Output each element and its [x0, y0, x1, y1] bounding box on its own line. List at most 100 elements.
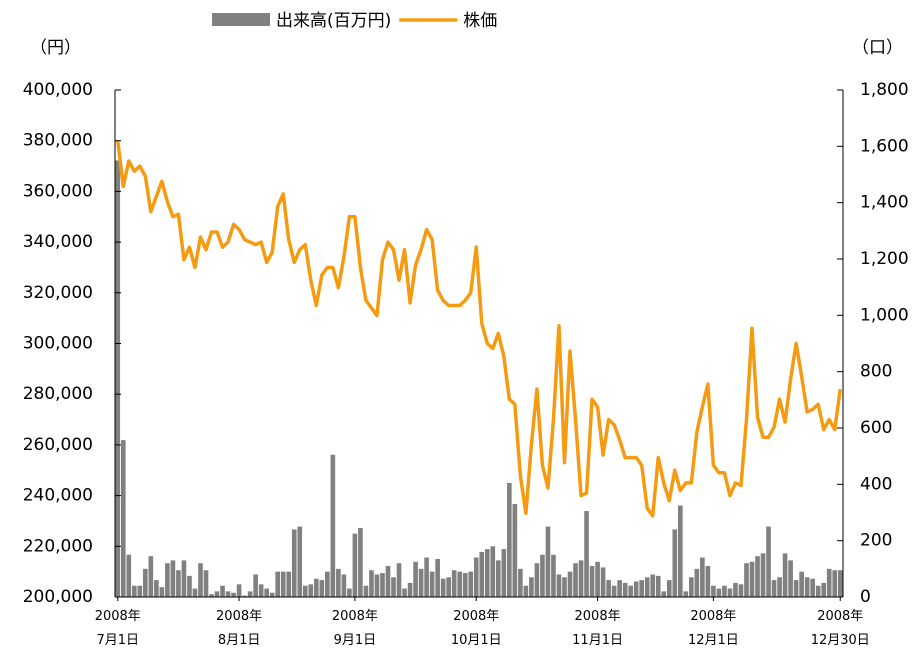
volume-bar [722, 585, 727, 597]
volume-bar [115, 160, 121, 597]
volume-bar [782, 553, 788, 597]
volume-bar [440, 578, 446, 597]
volume-bar [501, 549, 507, 597]
volume-bar [275, 571, 281, 597]
y2-axis-label: （口） [852, 38, 903, 58]
y2-tick-label: 800 [860, 362, 892, 382]
x-tick-label-line: 2008年 [453, 609, 499, 624]
volume-bar [385, 566, 391, 597]
x-tick-label-line: 2008年 [216, 609, 262, 624]
y-tick-label: 360,000 [23, 181, 93, 201]
x-tick-label: 2008年 12月1日 [688, 609, 739, 648]
volume-bar [413, 561, 418, 597]
x-tick-label: 2008年 8月1日 [216, 609, 262, 648]
volume-bar [341, 574, 347, 597]
volume-bar [264, 588, 269, 597]
volume-bar [479, 551, 485, 597]
x-tick-label: 2008年 9月1日 [332, 609, 378, 648]
volume-bar [253, 574, 258, 597]
volume-bar [131, 585, 137, 597]
volume-bar [391, 577, 396, 597]
volume-bar [512, 504, 518, 597]
volume-bar [352, 533, 358, 597]
price-line [116, 140, 842, 518]
y-tick-label: 380,000 [23, 131, 93, 151]
volume-bar [407, 582, 413, 597]
legend-label: 株価 [463, 11, 497, 31]
x-tick-label: 2008年 12月30日 [811, 609, 870, 648]
y2-tick-label: 1,000 [860, 305, 909, 325]
volume-bar [606, 580, 611, 597]
volume-bar [755, 556, 760, 597]
volume-bar [804, 577, 810, 597]
volume-bar [258, 584, 264, 597]
volume-bar [584, 511, 589, 597]
x-tick-label: 2008年 11月1日 [572, 609, 623, 648]
volume-bar [788, 560, 793, 597]
volume-bar [567, 571, 573, 597]
volume-bar [473, 557, 479, 597]
x-tick-label-line: 2008年 [817, 609, 863, 624]
y-tick-label: 200,000 [23, 587, 93, 607]
volume-bar [187, 575, 192, 597]
volume-bar [766, 526, 771, 597]
volume-bar [694, 568, 700, 597]
volume-bar [677, 505, 683, 597]
volume-bar [225, 591, 231, 597]
y-tick-label: 400,000 [23, 80, 93, 100]
volume-bar [214, 591, 220, 597]
volume-bar [716, 588, 722, 597]
volume-bar [176, 570, 181, 597]
volume-bar [429, 571, 435, 597]
volume-bar [760, 553, 766, 597]
volume-bar [749, 561, 755, 597]
volume-bar [793, 580, 799, 597]
volume-bar [711, 585, 716, 597]
volume-bar [302, 585, 308, 597]
volume-bar [771, 580, 777, 597]
volume-bar [154, 580, 159, 597]
volume-bar [330, 454, 336, 597]
volume-bar [622, 582, 628, 597]
y2-tick-label: 400 [860, 474, 892, 494]
volume-bar [578, 560, 584, 597]
volume-bar [507, 482, 512, 597]
volume-bar [231, 592, 236, 597]
volume-bar [484, 549, 490, 597]
volume-bar [396, 563, 402, 597]
volume-bar [148, 556, 154, 597]
volume-bar [661, 591, 667, 597]
volume-bar [269, 592, 275, 597]
volume-bar [644, 577, 650, 597]
y-tick-label: 320,000 [23, 283, 93, 303]
y2-tick-label: 200 [860, 531, 892, 551]
volume-bar [633, 581, 639, 597]
volume-bar [192, 588, 198, 597]
volume-bar [159, 587, 165, 597]
volume-bar [744, 563, 749, 597]
volume-bar [457, 571, 463, 597]
y2-tick-label: 1,400 [860, 193, 909, 213]
volume-bar [523, 585, 529, 597]
y-tick-label: 280,000 [23, 384, 93, 404]
y2-tick-label: 1,200 [860, 249, 909, 269]
volume-bar [529, 577, 534, 597]
volume-bar [203, 570, 209, 597]
volume-bar [336, 568, 341, 597]
y-tick-label: 300,000 [23, 334, 93, 354]
x-tick-label-line: 11月1日 [572, 633, 623, 648]
volume-bar [220, 585, 225, 597]
volume-bar [650, 574, 656, 597]
x-tick-label-line: 12月1日 [688, 633, 739, 648]
volume-bar [777, 577, 782, 597]
volume-bar [247, 591, 253, 597]
volume-bar [369, 570, 374, 597]
volume-bar [358, 527, 363, 597]
volume-bar [236, 584, 242, 597]
volume-bar [534, 563, 540, 597]
volume-bar [380, 573, 385, 597]
volume-bar [655, 575, 661, 597]
volume-bar [209, 594, 214, 597]
volume-bar [291, 529, 297, 597]
volume-bar [165, 563, 170, 597]
